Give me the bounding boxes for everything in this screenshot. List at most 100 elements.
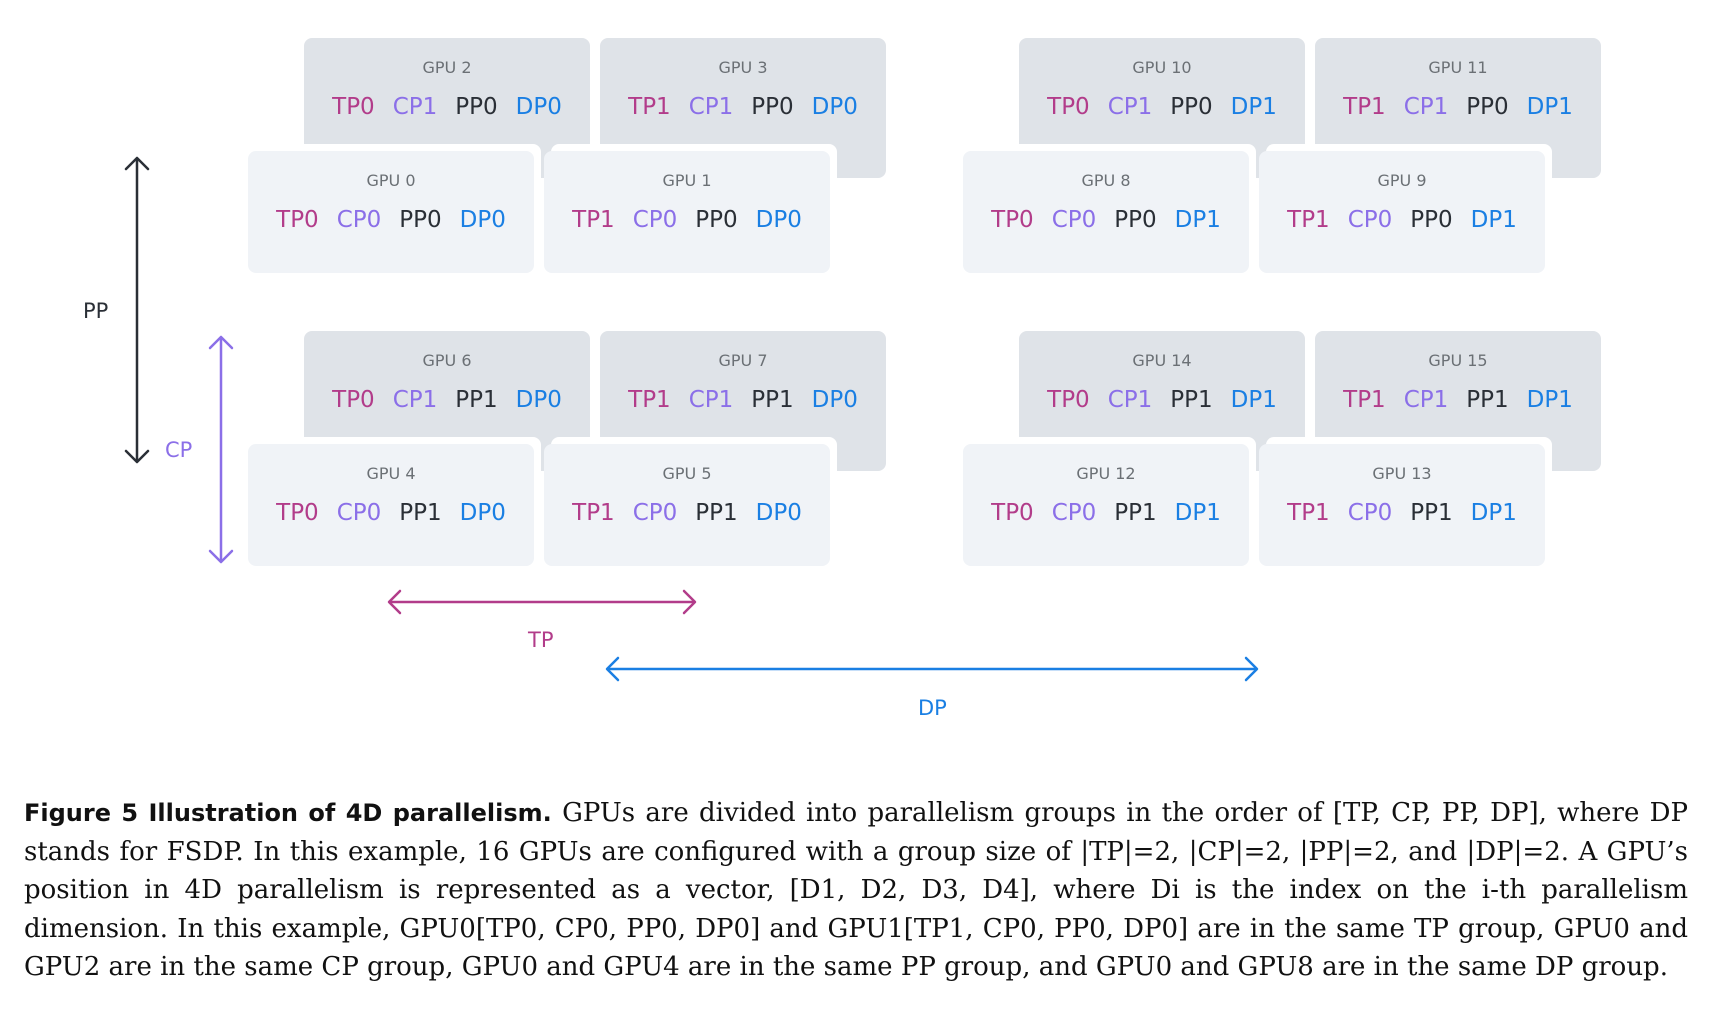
cp-tag: CP1 bbox=[1107, 387, 1153, 413]
tp-tag: TP0 bbox=[332, 387, 375, 413]
cp-tag: CP0 bbox=[632, 207, 678, 233]
tp-tag: TP1 bbox=[1343, 387, 1386, 413]
cp-tag: CP0 bbox=[336, 207, 382, 233]
pp-tag: PP0 bbox=[1170, 94, 1213, 120]
gpu-title: GPU 4 bbox=[366, 464, 416, 483]
pp-tag: PP1 bbox=[1410, 500, 1453, 526]
cp-tag: CP1 bbox=[1107, 94, 1153, 120]
gpu-tags: TP0 CP1 PP1 DP0 bbox=[304, 387, 590, 413]
pp-tag: PP0 bbox=[751, 94, 794, 120]
dp-tag: DP1 bbox=[1526, 387, 1573, 413]
pp-axis-label: PP bbox=[83, 299, 109, 323]
gpu-tags: TP1 CP0 PP0 DP1 bbox=[1259, 207, 1545, 233]
pp-tag: PP0 bbox=[455, 94, 498, 120]
gpu-title: GPU 10 bbox=[1132, 58, 1192, 77]
tp-axis-label: TP bbox=[528, 628, 554, 652]
caption-body: GPUs are divided into parallelism groups… bbox=[24, 798, 1689, 982]
gpu-tags: TP1 CP0 PP0 DP0 bbox=[544, 207, 830, 233]
pp-tag: PP1 bbox=[1114, 500, 1157, 526]
gpu-title: GPU 7 bbox=[718, 351, 768, 370]
gpu-tags: TP1 CP0 PP1 DP0 bbox=[544, 500, 830, 526]
tp-tag: TP1 bbox=[1287, 207, 1330, 233]
pp-tag: PP0 bbox=[1410, 207, 1453, 233]
gpu-card: GPU 8 TP0 CP0 PP0 DP1 bbox=[963, 151, 1249, 273]
gpu-tags: TP0 CP0 PP0 DP0 bbox=[248, 207, 534, 233]
tp-tag: TP0 bbox=[276, 500, 319, 526]
cp-tag: CP1 bbox=[1403, 387, 1449, 413]
gpu-title: GPU 0 bbox=[366, 171, 416, 190]
gpu-card: GPU 0 TP0 CP0 PP0 DP0 bbox=[248, 151, 534, 273]
cp-tag: CP0 bbox=[1347, 207, 1393, 233]
gpu-card: GPU 12 TP0 CP0 PP1 DP1 bbox=[963, 444, 1249, 566]
gpu-tags: TP1 CP1 PP1 DP0 bbox=[600, 387, 886, 413]
axis-arrows bbox=[124, 156, 1259, 682]
cp-tag: CP1 bbox=[392, 387, 438, 413]
pp-tag: PP0 bbox=[695, 207, 738, 233]
gpu-tags: TP1 CP1 PP1 DP1 bbox=[1315, 387, 1601, 413]
gpu-title: GPU 15 bbox=[1428, 351, 1488, 370]
dp-tag: DP0 bbox=[459, 207, 506, 233]
gpu-tags: TP1 CP0 PP1 DP1 bbox=[1259, 500, 1545, 526]
pp-tag: PP0 bbox=[399, 207, 442, 233]
gpu-tags: TP1 CP1 PP0 DP1 bbox=[1315, 94, 1601, 120]
gpu-tags: TP0 CP0 PP1 DP0 bbox=[248, 500, 534, 526]
gpu-title: GPU 1 bbox=[662, 171, 712, 190]
gpu-title: GPU 12 bbox=[1076, 464, 1136, 483]
pp-tag: PP1 bbox=[399, 500, 442, 526]
cp-tag: CP0 bbox=[336, 500, 382, 526]
dp-tag: DP0 bbox=[755, 500, 802, 526]
gpu-title: GPU 2 bbox=[422, 58, 472, 77]
cp-tag: CP1 bbox=[1403, 94, 1449, 120]
gpu-title: GPU 14 bbox=[1132, 351, 1192, 370]
gpu-title: GPU 8 bbox=[1081, 171, 1131, 190]
parallelism-diagram: GPU 2 TP0 CP1 PP0 DP0 GPU 3 TP1 CP1 PP0 DP0 GPU 10… bbox=[83, 38, 1601, 720]
gpu-title: GPU 5 bbox=[662, 464, 712, 483]
dp-tag: DP0 bbox=[515, 94, 562, 120]
tp-tag: TP0 bbox=[1047, 94, 1090, 120]
tp-tag: TP0 bbox=[991, 207, 1034, 233]
tp-tag: TP0 bbox=[991, 500, 1034, 526]
cp-tag: CP1 bbox=[688, 387, 734, 413]
cp-tag: CP0 bbox=[1051, 207, 1097, 233]
gpu-tags: TP0 CP0 PP0 DP1 bbox=[963, 207, 1249, 233]
cp-tag: CP1 bbox=[688, 94, 734, 120]
tp-arrow bbox=[387, 589, 697, 615]
dp-tag: DP1 bbox=[1174, 500, 1221, 526]
gpu-card: GPU 9 TP1 CP0 PP0 DP1 bbox=[1259, 151, 1545, 273]
dp-tag: DP0 bbox=[459, 500, 506, 526]
figure-caption: Figure 5 Illustration of 4D parallelism.… bbox=[24, 794, 1688, 987]
cp-axis-label: CP bbox=[165, 438, 193, 462]
dp-tag: DP1 bbox=[1470, 500, 1517, 526]
cp-tag: CP1 bbox=[392, 94, 438, 120]
tp-tag: TP0 bbox=[1047, 387, 1090, 413]
gpu-card: GPU 5 TP1 CP0 PP1 DP0 bbox=[544, 444, 830, 566]
pp-tag: PP1 bbox=[455, 387, 498, 413]
gpu-tags: TP0 CP1 PP0 DP0 bbox=[304, 94, 590, 120]
tp-tag: TP1 bbox=[628, 387, 671, 413]
dp-arrow bbox=[605, 656, 1259, 682]
dp-tag: DP0 bbox=[811, 387, 858, 413]
dp-tag: DP1 bbox=[1230, 94, 1277, 120]
pp-arrow bbox=[124, 156, 150, 464]
pp-tag: PP1 bbox=[1466, 387, 1509, 413]
cp-tag: CP0 bbox=[1051, 500, 1097, 526]
gpu-card: GPU 4 TP0 CP0 PP1 DP0 bbox=[248, 444, 534, 566]
dp-tag: DP1 bbox=[1470, 207, 1517, 233]
dp-tag: DP1 bbox=[1230, 387, 1277, 413]
gpu-title: GPU 6 bbox=[422, 351, 472, 370]
dp-axis-label: DP bbox=[918, 696, 947, 720]
tp-tag: TP1 bbox=[572, 207, 615, 233]
gpu-title: GPU 3 bbox=[718, 58, 768, 77]
gpu-tags: TP0 CP1 PP1 DP1 bbox=[1019, 387, 1305, 413]
pp-tag: PP0 bbox=[1114, 207, 1157, 233]
dp-tag: DP1 bbox=[1174, 207, 1221, 233]
pp-tag: PP1 bbox=[751, 387, 794, 413]
tp-tag: TP1 bbox=[628, 94, 671, 120]
dp-tag: DP0 bbox=[811, 94, 858, 120]
gpu-tags: TP0 CP0 PP1 DP1 bbox=[963, 500, 1249, 526]
dp-tag: DP1 bbox=[1526, 94, 1573, 120]
dp-tag: DP0 bbox=[755, 207, 802, 233]
cp-tag: CP0 bbox=[1347, 500, 1393, 526]
dp-tag: DP0 bbox=[515, 387, 562, 413]
pp-tag: PP0 bbox=[1466, 94, 1509, 120]
